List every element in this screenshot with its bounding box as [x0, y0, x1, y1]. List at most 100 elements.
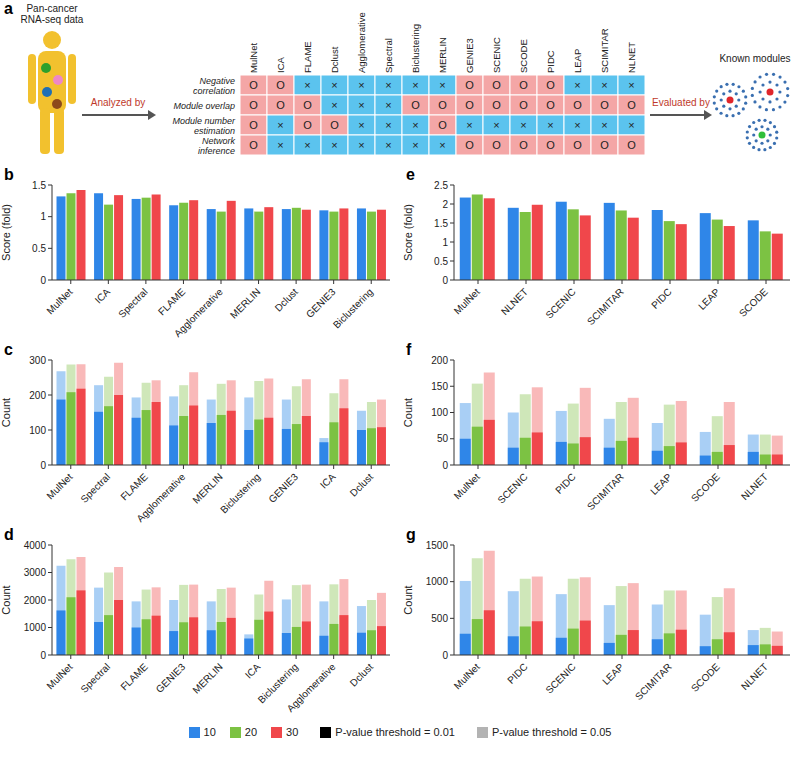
- svg-text:×: ×: [466, 119, 472, 131]
- svg-text:a: a: [4, 0, 13, 17]
- svg-text:SCODE: SCODE: [737, 286, 770, 319]
- svg-text:2.5: 2.5: [434, 180, 448, 191]
- svg-text:O: O: [465, 139, 474, 151]
- svg-text:Dclust: Dclust: [348, 471, 376, 499]
- svg-text:O: O: [249, 119, 258, 131]
- svg-text:O: O: [546, 99, 555, 111]
- svg-text:200: 200: [29, 390, 46, 401]
- svg-text:O: O: [411, 99, 420, 111]
- svg-text:Spectral: Spectral: [383, 38, 394, 73]
- svg-text:Agglomerative: Agglomerative: [172, 286, 225, 339]
- svg-text:Count: Count: [402, 585, 414, 614]
- svg-text:Spectral: Spectral: [79, 661, 113, 695]
- svg-text:O: O: [465, 99, 474, 111]
- svg-text:LEAP: LEAP: [696, 286, 722, 312]
- svg-text:GENIE3: GENIE3: [464, 38, 475, 73]
- svg-text:Score (fold): Score (fold): [0, 204, 12, 261]
- svg-text:inference: inference: [198, 146, 235, 156]
- svg-text:O: O: [303, 99, 312, 111]
- svg-text:O: O: [600, 99, 609, 111]
- svg-text:FLAME: FLAME: [118, 471, 150, 503]
- svg-text:O: O: [276, 79, 285, 91]
- svg-text:Dclust: Dclust: [329, 46, 340, 73]
- svg-text:0.5: 0.5: [434, 256, 448, 267]
- svg-text:×: ×: [304, 139, 310, 151]
- svg-text:×: ×: [628, 119, 634, 131]
- svg-text:SCENIC: SCENIC: [491, 37, 502, 73]
- svg-text:0: 0: [40, 460, 46, 471]
- svg-text:×: ×: [358, 99, 364, 111]
- svg-text:1: 1: [442, 237, 448, 248]
- svg-text:1500: 1500: [426, 540, 449, 551]
- svg-text:Count: Count: [402, 398, 414, 427]
- svg-text:Biclustering: Biclustering: [218, 471, 262, 515]
- svg-text:PIDC: PIDC: [545, 50, 556, 73]
- svg-text:×: ×: [412, 79, 418, 91]
- svg-text:4000: 4000: [24, 540, 47, 551]
- svg-text:Spectral: Spectral: [116, 286, 150, 320]
- svg-text:SCODE: SCODE: [689, 661, 722, 694]
- svg-text:1000: 1000: [426, 576, 449, 587]
- svg-text:GENIE3: GENIE3: [154, 661, 188, 695]
- svg-text:O: O: [519, 139, 528, 151]
- svg-text:SCIMITAR: SCIMITAR: [585, 471, 626, 512]
- svg-text:×: ×: [385, 119, 391, 131]
- svg-text:SCIMITAR: SCIMITAR: [585, 286, 626, 327]
- svg-text:Dclust: Dclust: [348, 661, 376, 689]
- svg-text:×: ×: [358, 79, 364, 91]
- svg-text:SCENIC: SCENIC: [543, 286, 578, 321]
- svg-text:PIDC: PIDC: [505, 661, 530, 686]
- svg-text:×: ×: [574, 119, 580, 131]
- svg-text:PIDC: PIDC: [649, 286, 674, 311]
- svg-text:Dclust: Dclust: [273, 286, 301, 314]
- svg-text:O: O: [330, 119, 339, 131]
- svg-text:SCODE: SCODE: [518, 39, 529, 73]
- svg-text:×: ×: [412, 119, 418, 131]
- svg-text:0: 0: [442, 650, 448, 661]
- svg-text:MERLIN: MERLIN: [228, 286, 263, 321]
- svg-text:MulNet: MulNet: [248, 43, 259, 73]
- svg-text:150: 150: [431, 381, 448, 392]
- svg-text:SCENIC: SCENIC: [495, 471, 530, 506]
- svg-text:100: 100: [431, 407, 448, 418]
- svg-text:1000: 1000: [24, 622, 47, 633]
- svg-text:×: ×: [277, 119, 283, 131]
- svg-text:O: O: [546, 79, 555, 91]
- svg-text:O: O: [438, 99, 447, 111]
- svg-text:O: O: [573, 99, 582, 111]
- svg-text:×: ×: [385, 79, 391, 91]
- svg-text:FLAME: FLAME: [118, 661, 150, 693]
- svg-text:×: ×: [385, 139, 391, 151]
- svg-text:×: ×: [331, 79, 337, 91]
- svg-text:GENIE3: GENIE3: [266, 471, 300, 505]
- svg-text:500: 500: [431, 613, 448, 624]
- svg-text:0: 0: [442, 460, 448, 471]
- svg-text:×: ×: [304, 79, 310, 91]
- svg-text:×: ×: [439, 139, 445, 151]
- svg-text:Count: Count: [0, 398, 12, 427]
- svg-text:1: 1: [40, 211, 46, 222]
- svg-text:0: 0: [40, 650, 46, 661]
- svg-text:ICA: ICA: [275, 57, 286, 74]
- svg-text:RNA-seq data: RNA-seq data: [21, 14, 84, 25]
- svg-text:Agglomerative: Agglomerative: [285, 661, 338, 714]
- svg-text:O: O: [573, 139, 582, 151]
- svg-text:×: ×: [493, 119, 499, 131]
- svg-text:Agglomerative: Agglomerative: [134, 471, 187, 524]
- svg-text:×: ×: [520, 119, 526, 131]
- svg-text:×: ×: [439, 79, 445, 91]
- svg-text:ICA: ICA: [93, 286, 113, 306]
- svg-text:O: O: [249, 79, 258, 91]
- svg-text:Score (fold): Score (fold): [402, 204, 414, 261]
- svg-text:MERLIN: MERLIN: [437, 37, 448, 73]
- svg-text:O: O: [249, 99, 258, 111]
- svg-text:LEAP: LEAP: [572, 49, 583, 73]
- svg-text:Module overlap: Module overlap: [173, 101, 235, 111]
- svg-text:ICA: ICA: [243, 661, 263, 681]
- svg-text:O: O: [492, 99, 501, 111]
- svg-text:MulNet: MulNet: [452, 661, 482, 691]
- svg-text:×: ×: [574, 79, 580, 91]
- svg-text:50: 50: [437, 433, 449, 444]
- svg-text:300: 300: [29, 355, 46, 366]
- svg-text:2000: 2000: [24, 595, 47, 606]
